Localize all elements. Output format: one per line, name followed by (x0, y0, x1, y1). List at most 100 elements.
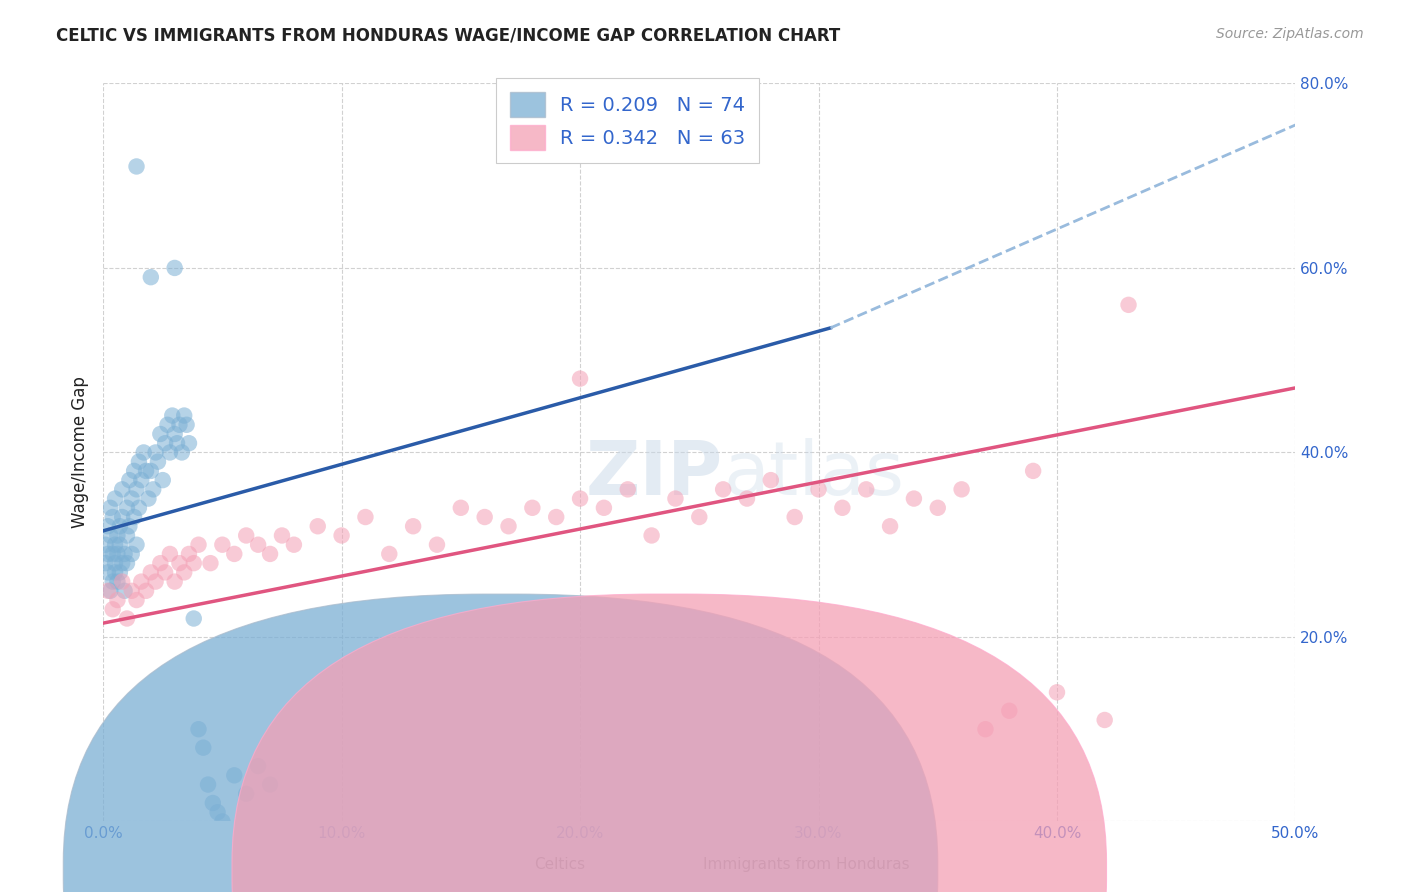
Text: atlas: atlas (723, 438, 904, 511)
Point (546, 510, 568, 524)
Point (145, 445, 167, 459)
Point (121, 547, 143, 561)
Point (114, 583, 136, 598)
Point (927, 500, 949, 515)
Point (163, 260, 186, 275)
Point (111, 556, 134, 570)
Point (142, 483, 165, 497)
Point (235, 528, 257, 542)
Text: ZIP: ZIP (586, 438, 723, 511)
Point (177, 547, 200, 561)
Point (101, 602, 124, 616)
Point (974, 722, 997, 736)
Point (98, 500, 121, 515)
Point (94, 538, 117, 552)
Point (104, 538, 127, 552)
Point (193, 740, 215, 755)
Point (474, 510, 496, 524)
Point (259, 778, 281, 792)
Point (569, 371, 592, 385)
Point (107, 547, 129, 561)
Point (163, 427, 186, 442)
Point (145, 574, 167, 589)
Point (735, 491, 758, 506)
Point (247, 538, 270, 552)
Point (522, 500, 544, 515)
Point (187, 538, 209, 552)
Point (153, 436, 176, 450)
Point (97, 547, 120, 561)
Text: Immigrants from Honduras: Immigrants from Honduras (703, 857, 910, 872)
Point (149, 427, 172, 442)
Point (118, 473, 141, 487)
Point (115, 556, 138, 570)
Point (903, 491, 925, 506)
Point (1094, 713, 1116, 727)
Point (759, 473, 782, 487)
Point (122, 464, 145, 478)
Point (108, 519, 131, 533)
Point (108, 566, 131, 580)
Point (711, 483, 734, 497)
Point (115, 500, 138, 515)
Point (169, 556, 191, 570)
Point (98, 583, 121, 598)
Point (125, 593, 148, 607)
Point (122, 510, 145, 524)
Point (616, 483, 638, 497)
Point (139, 566, 162, 580)
Point (97, 583, 120, 598)
Point (247, 759, 270, 773)
Point (307, 519, 329, 533)
Point (783, 510, 806, 524)
Point (135, 583, 157, 598)
Point (94, 556, 117, 570)
Point (998, 704, 1021, 718)
Point (107, 528, 129, 542)
Point (173, 409, 195, 423)
Text: CELTIC VS IMMIGRANTS FROM HONDURAS WAGE/INCOME GAP CORRELATION CHART: CELTIC VS IMMIGRANTS FROM HONDURAS WAGE/… (56, 27, 841, 45)
Point (121, 491, 143, 506)
Point (163, 574, 186, 589)
Point (569, 491, 592, 506)
Point (271, 528, 294, 542)
Point (135, 464, 157, 478)
Point (129, 574, 152, 589)
Point (97, 566, 120, 580)
Point (125, 538, 148, 552)
Point (101, 574, 124, 589)
Point (330, 528, 353, 542)
Point (354, 510, 377, 524)
Point (950, 483, 973, 497)
Point (224, 547, 246, 561)
Point (153, 566, 176, 580)
Point (197, 778, 219, 792)
Point (111, 483, 134, 497)
Point (235, 787, 257, 801)
Point (259, 547, 281, 561)
Legend: R = 0.209   N = 74, R = 0.342   N = 63: R = 0.209 N = 74, R = 0.342 N = 63 (496, 78, 759, 163)
Point (1046, 685, 1069, 699)
Point (139, 464, 162, 478)
Point (593, 500, 616, 515)
Point (111, 574, 134, 589)
Point (98, 528, 121, 542)
Point (831, 500, 853, 515)
Point (1022, 464, 1045, 478)
Point (402, 519, 425, 533)
Point (132, 445, 155, 459)
Point (162, 409, 184, 423)
Point (855, 483, 877, 497)
Point (159, 445, 181, 459)
Point (111, 510, 134, 524)
Point (128, 455, 150, 469)
Point (107, 593, 129, 607)
Point (128, 500, 150, 515)
Point (115, 611, 138, 625)
Point (97, 519, 120, 533)
Point (211, 814, 233, 829)
Point (101, 510, 124, 524)
Point (640, 528, 662, 542)
Text: Celtics: Celtics (534, 857, 585, 872)
Point (121, 583, 143, 598)
